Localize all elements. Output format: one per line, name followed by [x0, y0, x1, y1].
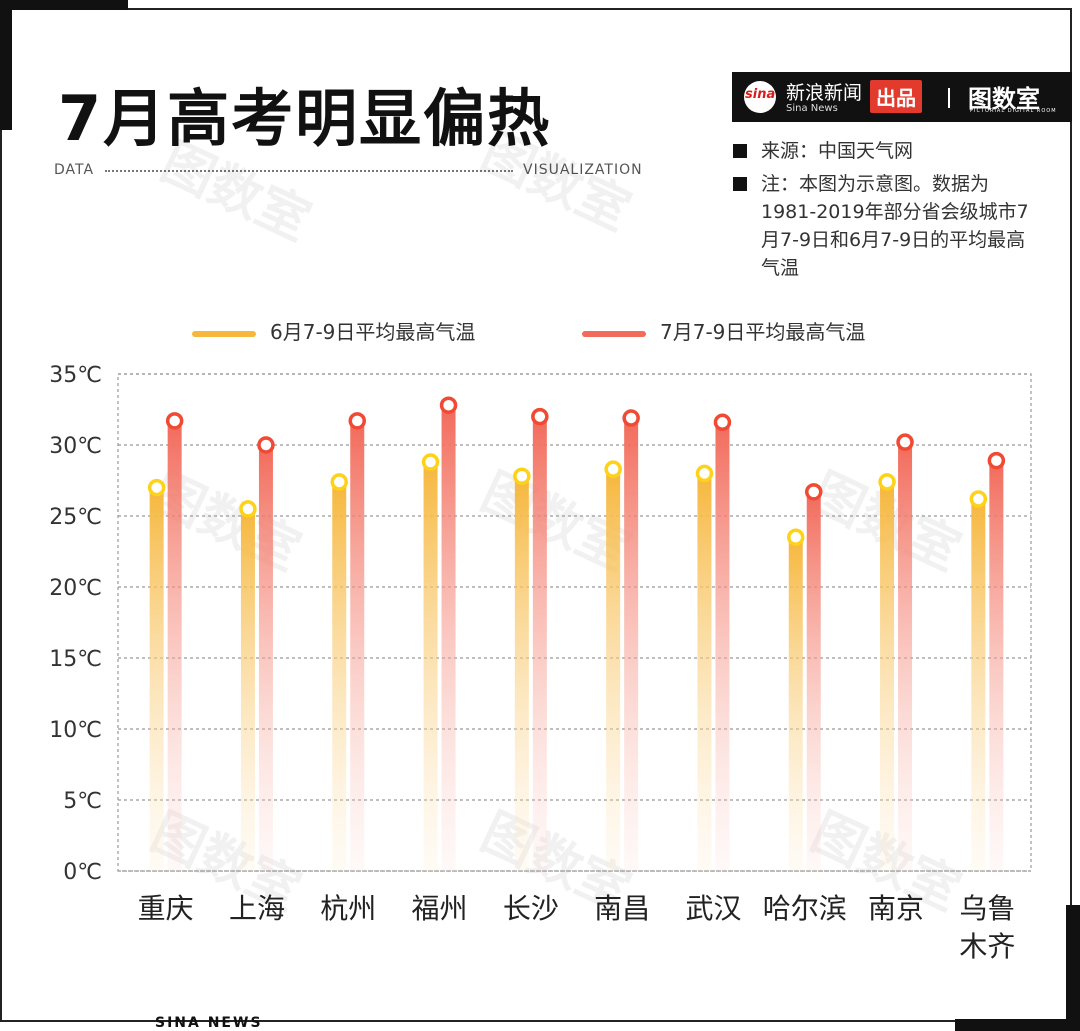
bar-july: [989, 460, 1004, 871]
bar-july-marker: [531, 407, 549, 426]
corner-bottom-right-vertical: [1066, 905, 1080, 1031]
sina-logo-text: sina: [745, 87, 776, 102]
corner-top-left: [0, 0, 128, 10]
bar-july-marker: [348, 412, 366, 430]
bar-july: [624, 418, 639, 871]
y-tick-label: 25℃: [49, 505, 102, 530]
bar-july-marker: [987, 451, 1006, 470]
bar-june: [606, 469, 621, 871]
y-tick-label: 20℃: [49, 576, 102, 601]
bar-june-marker: [787, 528, 805, 547]
bar-june: [149, 487, 164, 871]
x-category-label: 长沙: [503, 892, 559, 925]
bar-july-marker: [257, 436, 275, 454]
bar-june-marker: [330, 473, 348, 491]
bar-july-marker: [439, 396, 458, 414]
bar-july: [441, 405, 456, 871]
bar-july: [350, 420, 365, 871]
legend-swatch-july: [582, 330, 646, 337]
bar-july-marker: [165, 412, 184, 430]
legend-item-july: 7月7-9日平均最高气温: [582, 316, 865, 345]
bar-july-marker: [713, 413, 732, 432]
chart-note: 注：本图为示意图。数据为1981-2019年部分省会级城市7月7-9日和6月7-…: [733, 170, 1041, 282]
source-text: 来源：中国天气网: [761, 140, 914, 162]
bar-june: [423, 462, 438, 871]
x-category-label: 哈尔滨: [763, 892, 847, 925]
source-note: 来源：中国天气网: [733, 137, 1041, 165]
bar-july: [258, 445, 273, 871]
y-tick-label: 0℃: [63, 860, 102, 885]
bar-july-marker: [896, 433, 914, 451]
x-category-label: 南京: [868, 892, 924, 925]
bar-june-marker: [421, 453, 440, 471]
bar-july: [806, 491, 821, 871]
bar-june: [514, 476, 529, 871]
footer-sina-news: SINA NEWS: [155, 1015, 263, 1031]
legend-item-june: 6月7-9日平均最高气温: [192, 316, 475, 345]
bar-june-marker: [513, 467, 531, 485]
bar-june-marker: [695, 464, 714, 483]
header-dotted-line: [105, 170, 513, 172]
y-tick-label: 30℃: [49, 434, 102, 459]
page-title: 7月高考明显偏热: [58, 82, 552, 155]
tushushi-logo: 图数室: [968, 85, 1040, 113]
bar-july: [167, 420, 182, 871]
bar-june-marker: [604, 460, 622, 478]
page-frame: [0, 8, 1072, 1022]
bar-june: [788, 537, 803, 871]
bullet-square-icon: [733, 144, 747, 158]
brand-badge: 出品: [870, 80, 922, 113]
legend-label-june: 6月7-9日平均最高气温: [270, 320, 476, 344]
legend-label-july: 7月7-9日平均最高气温: [660, 320, 866, 344]
bar-june: [240, 508, 255, 871]
x-category-label: 木齐: [959, 930, 1015, 963]
bar-july-marker: [805, 483, 823, 501]
y-tick-label: 15℃: [49, 647, 102, 672]
x-category-label: 南昌: [594, 892, 650, 925]
x-category-label: 上海: [229, 892, 285, 925]
bar-june: [880, 481, 895, 871]
brand-name-cn: 新浪新闻: [786, 82, 863, 104]
bar-july: [532, 416, 547, 871]
bar-june-marker: [239, 500, 257, 518]
note-text: 注：本图为示意图。数据为1981-2019年部分省会级城市7月7-9日和6月7-…: [761, 173, 1029, 279]
bar-june-marker: [147, 478, 166, 497]
bar-june-marker: [878, 473, 896, 491]
bullet-square-icon: [733, 177, 747, 191]
tushushi-logo-en: PICTORIAL DIGITAL ROOM: [970, 108, 1057, 114]
bar-july-marker: [622, 409, 640, 427]
bar-june: [697, 473, 712, 871]
legend-swatch-june: [192, 330, 256, 337]
y-tick-label: 5℃: [63, 789, 102, 814]
bar-june: [332, 481, 347, 871]
sina-logo-icon: sina: [744, 81, 776, 113]
bar-june-marker: [969, 490, 988, 508]
corner-bottom-right: [955, 1019, 1080, 1031]
corner-top-left-vertical: [0, 0, 12, 130]
x-category-label: 福州: [412, 892, 468, 925]
y-tick-label: 10℃: [49, 718, 102, 743]
brand-bar: sina 新浪新闻 Sina News 出品 图数室 PICTORIAL DIG…: [732, 72, 1072, 122]
x-category-label: 乌鲁: [959, 892, 1015, 925]
header-visualization-label: VISUALIZATION: [523, 162, 643, 178]
brand-name-en: Sina News: [786, 103, 838, 114]
header-data-label: DATA: [54, 162, 95, 178]
bar-july: [898, 442, 913, 871]
bar-june: [971, 498, 986, 871]
x-category-label: 杭州: [320, 892, 376, 925]
brand-separator: [948, 88, 950, 108]
bar-july: [715, 422, 730, 871]
x-category-label: 武汉: [685, 892, 741, 925]
y-tick-label: 35℃: [49, 363, 102, 388]
x-category-label: 重庆: [138, 892, 194, 925]
